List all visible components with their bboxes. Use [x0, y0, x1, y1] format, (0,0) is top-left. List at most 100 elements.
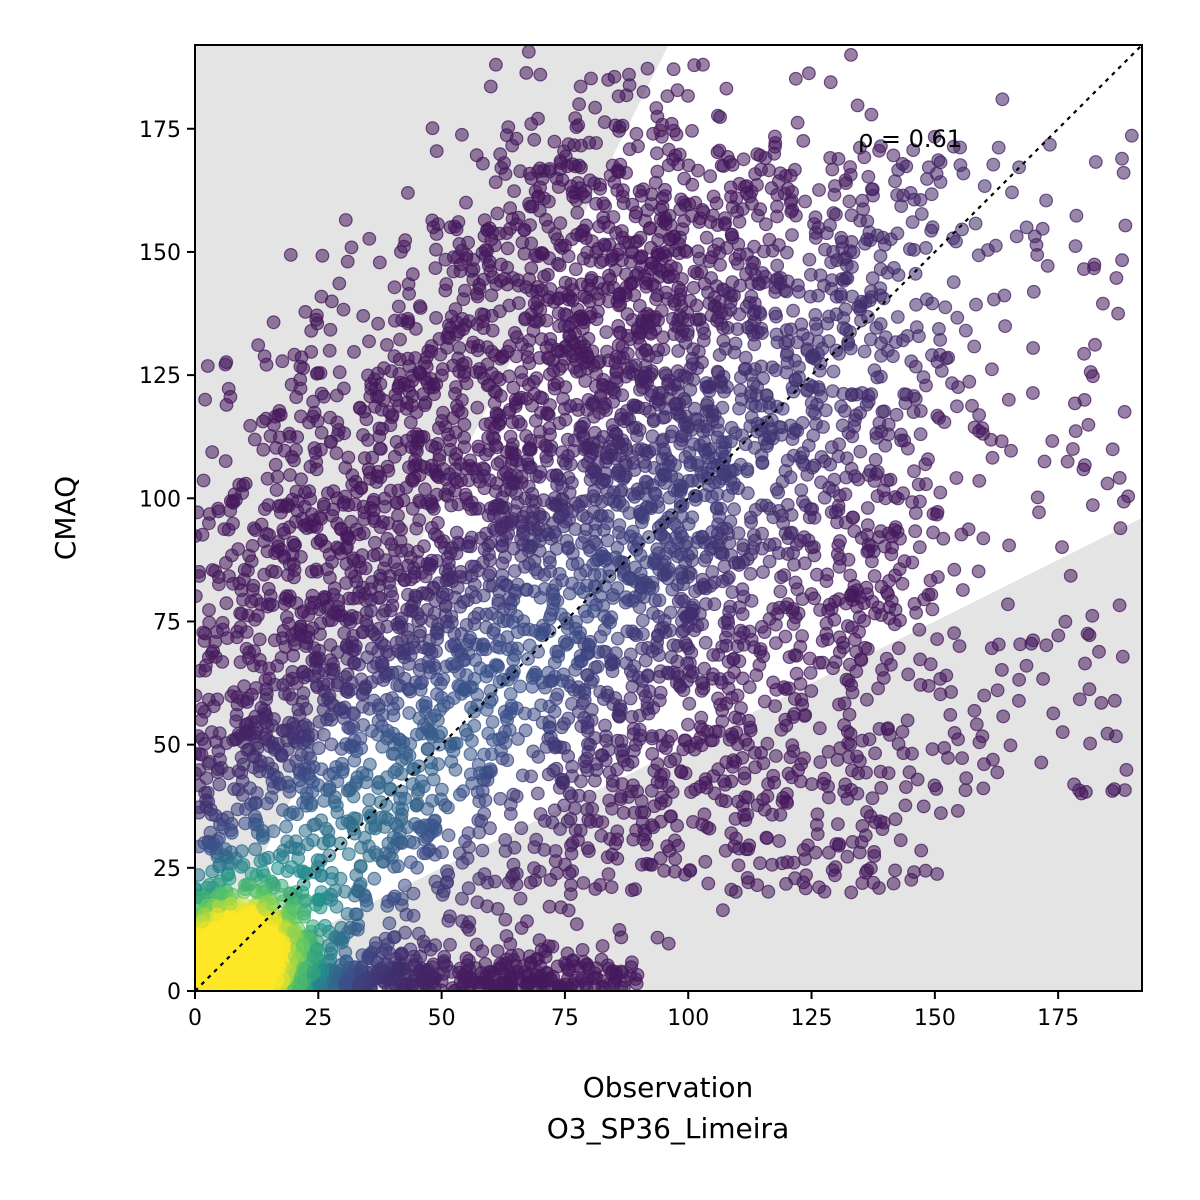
data-point: [267, 742, 282, 757]
data-point: [226, 733, 241, 747]
data-point: [346, 706, 360, 720]
data-point: [293, 372, 308, 387]
data-point: [552, 416, 567, 431]
data-point: [375, 854, 390, 869]
data-point: [362, 231, 377, 246]
data-point: [413, 624, 427, 639]
data-point: [650, 146, 664, 161]
data-point: [404, 855, 418, 870]
data-point: [453, 599, 468, 614]
data-point: [417, 398, 432, 413]
data-point: [268, 457, 283, 472]
data-point: [629, 126, 644, 141]
data-point: [244, 908, 259, 923]
data-point: [568, 801, 582, 816]
data-point: [356, 686, 370, 701]
data-point: [728, 336, 743, 351]
data-point: [491, 593, 506, 608]
data-point: [310, 536, 325, 550]
data-point: [425, 213, 440, 228]
data-point: [201, 516, 216, 531]
data-point: [309, 678, 324, 693]
data-point: [411, 782, 426, 797]
data-point: [205, 864, 220, 879]
data-point: [510, 609, 524, 624]
data-point: [451, 215, 466, 229]
data-point: [266, 824, 281, 839]
data-point: [322, 834, 336, 848]
data-point: [340, 254, 355, 269]
data-point: [439, 277, 454, 291]
data-point: [804, 684, 819, 698]
data-point: [198, 955, 213, 970]
data-point: [206, 644, 221, 658]
data-point: [373, 377, 388, 391]
data-point: [412, 493, 427, 508]
data-point: [250, 825, 265, 840]
data-point: [343, 740, 358, 755]
data-point: [222, 871, 237, 886]
data-point: [349, 868, 364, 882]
data-point: [738, 350, 753, 365]
data-point: [251, 338, 266, 353]
data-point: [355, 548, 370, 562]
data-point: [312, 893, 327, 907]
data-point: [510, 577, 525, 592]
data-point: [495, 538, 510, 553]
data-point: [461, 881, 476, 896]
data-point: [370, 727, 385, 742]
data-point: [317, 497, 331, 512]
data-point: [762, 501, 777, 516]
data-point: [362, 793, 377, 807]
data-point: [601, 281, 615, 296]
data-point: [476, 272, 491, 287]
data-point: [293, 619, 308, 634]
data-point: [486, 733, 500, 747]
data-point: [244, 554, 259, 569]
data-point: [864, 107, 879, 122]
data-point: [823, 75, 838, 90]
data-point: [394, 619, 409, 634]
data-point: [261, 925, 276, 939]
data-point: [615, 118, 630, 133]
data-point: [377, 361, 391, 376]
data-point: [493, 147, 508, 162]
data-point: [394, 244, 408, 259]
data-point: [233, 620, 248, 635]
data-point: [218, 842, 233, 857]
data-point: [352, 657, 366, 672]
data-point: [413, 365, 427, 380]
data-point: [995, 92, 1010, 107]
data-point: [348, 907, 363, 922]
data-point: [491, 659, 506, 674]
data-point: [490, 206, 505, 221]
data-point: [533, 590, 548, 605]
data-point: [513, 679, 527, 694]
data-point: [628, 235, 643, 250]
data-point: [653, 123, 668, 138]
data-point: [460, 727, 475, 742]
data-point: [536, 493, 551, 508]
data-point: [323, 653, 338, 667]
data-point: [853, 213, 867, 228]
data-point: [333, 836, 348, 851]
data-point: [342, 783, 357, 798]
data-point: [271, 932, 286, 947]
data-point: [647, 412, 661, 427]
data-point: [788, 71, 803, 86]
data-point: [381, 894, 396, 909]
data-point: [212, 726, 227, 741]
data-point: [344, 240, 359, 255]
data-point: [440, 550, 455, 565]
data-point: [440, 340, 454, 355]
data-point: [500, 753, 515, 768]
data-point: [510, 330, 524, 345]
data-point: [786, 303, 800, 318]
data-point: [372, 255, 387, 270]
data-point: [1105, 442, 1120, 457]
data-point: [459, 618, 474, 632]
data-point: [223, 897, 238, 911]
data-point: [691, 163, 705, 178]
data-point: [277, 443, 292, 458]
data-point: [473, 365, 488, 380]
